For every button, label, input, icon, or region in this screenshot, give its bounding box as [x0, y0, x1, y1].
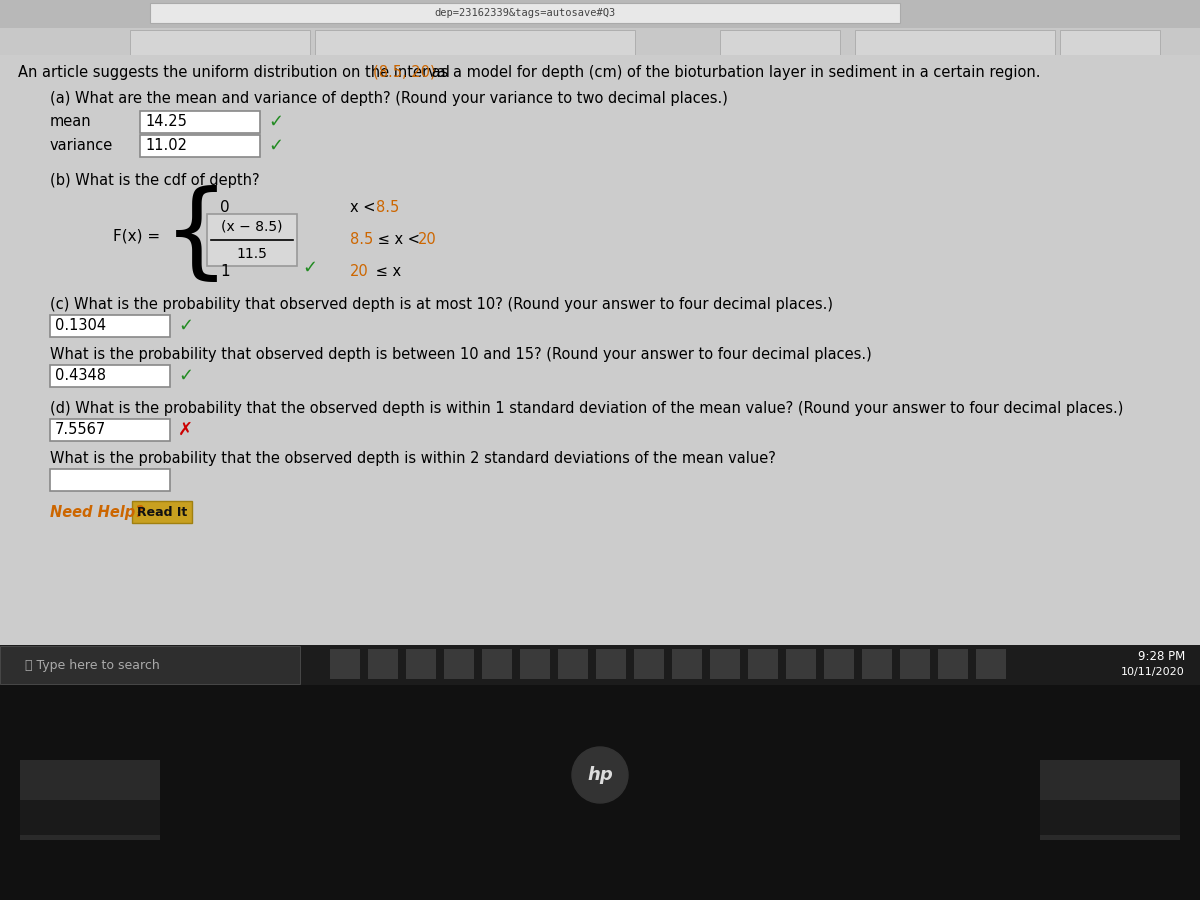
Text: mean: mean [50, 114, 91, 130]
Text: hp: hp [587, 766, 613, 784]
Bar [1040, 800, 1180, 835]
Text: F(x) =: F(x) = [113, 229, 160, 244]
Text: 14.25: 14.25 [145, 114, 187, 130]
Bar [50, 469, 170, 491]
Bar [330, 649, 360, 679]
Bar [130, 30, 310, 55]
Bar [50, 315, 170, 337]
Bar [0, 685, 1200, 900]
Text: ✓: ✓ [178, 317, 193, 335]
Text: 20: 20 [418, 232, 437, 248]
Text: 0.1304: 0.1304 [55, 319, 106, 334]
Bar [854, 30, 1055, 55]
Bar [20, 800, 160, 835]
Text: 7.5567: 7.5567 [55, 422, 107, 437]
Text: ✓: ✓ [178, 367, 193, 385]
Text: as a model for depth (cm) of the bioturbation layer in sediment in a certain reg: as a model for depth (cm) of the bioturb… [427, 65, 1040, 79]
Text: Read It: Read It [137, 506, 187, 518]
Bar [0, 55, 1200, 645]
Text: ✓: ✓ [268, 137, 283, 155]
Bar [634, 649, 664, 679]
Text: ✓: ✓ [268, 113, 283, 131]
Text: 11.5: 11.5 [236, 247, 268, 261]
Bar [482, 649, 512, 679]
Bar [748, 649, 778, 679]
Text: dep=23162339&tags=autosave#Q3: dep=23162339&tags=autosave#Q3 [434, 8, 616, 18]
Text: ✗: ✗ [178, 421, 193, 439]
Text: x <: x < [350, 201, 380, 215]
Text: 9:28 PM: 9:28 PM [1138, 651, 1186, 663]
Text: 11.02: 11.02 [145, 139, 187, 154]
Text: {: { [163, 185, 230, 287]
Text: What is the probability that observed depth is between 10 and 15? (Round your an: What is the probability that observed de… [50, 346, 871, 362]
Bar [786, 649, 816, 679]
Text: 20: 20 [350, 264, 368, 278]
Bar [0, 645, 1200, 685]
Bar [50, 365, 170, 387]
Bar [0, 0, 1200, 28]
Bar [0, 28, 1200, 55]
Bar [824, 649, 854, 679]
Bar [314, 30, 635, 55]
Bar [672, 649, 702, 679]
Bar [368, 649, 398, 679]
Bar [976, 649, 1006, 679]
Bar [558, 649, 588, 679]
Text: 10/11/2020: 10/11/2020 [1121, 667, 1186, 677]
Bar [938, 649, 968, 679]
Bar [900, 649, 930, 679]
Text: 0: 0 [220, 201, 229, 215]
Text: (d) What is the probability that the observed depth is within 1 standard deviati: (d) What is the probability that the obs… [50, 400, 1123, 416]
Text: (8.5, 20): (8.5, 20) [373, 65, 436, 79]
Bar [520, 649, 550, 679]
Bar [20, 760, 160, 840]
Bar [150, 3, 900, 23]
Text: 8.5: 8.5 [376, 201, 400, 215]
Text: 0.4348: 0.4348 [55, 368, 106, 383]
Bar [208, 214, 298, 266]
Bar [140, 111, 260, 133]
Text: (b) What is the cdf of depth?: (b) What is the cdf of depth? [50, 173, 259, 187]
Bar [132, 501, 192, 523]
Text: (c) What is the probability that observed depth is at most 10? (Round your answe: (c) What is the probability that observe… [50, 296, 833, 311]
Bar [1060, 30, 1160, 55]
Text: An article suggests the uniform distribution on the interval: An article suggests the uniform distribu… [18, 65, 455, 79]
Bar [596, 649, 626, 679]
Bar [140, 135, 260, 157]
Bar [710, 649, 740, 679]
Bar [406, 649, 436, 679]
Text: ≤ x <: ≤ x < [373, 232, 425, 248]
Text: (x − 8.5): (x − 8.5) [221, 220, 283, 234]
Text: (a) What are the mean and variance of depth? (Round your variance to two decimal: (a) What are the mean and variance of de… [50, 91, 728, 105]
Bar [0, 646, 300, 684]
Text: What is the probability that the observed depth is within 2 standard deviations : What is the probability that the observe… [50, 451, 776, 465]
Text: ✓: ✓ [302, 259, 317, 277]
Text: variance: variance [50, 139, 113, 154]
Text: ⌕ Type here to search: ⌕ Type here to search [25, 659, 160, 671]
Circle shape [572, 747, 628, 803]
Bar [720, 30, 840, 55]
Bar [1040, 760, 1180, 840]
Text: 8.5: 8.5 [350, 232, 373, 248]
Bar [50, 419, 170, 441]
Text: ≤ x: ≤ x [371, 264, 401, 278]
Bar [862, 649, 892, 679]
Text: Need Help?: Need Help? [50, 505, 144, 519]
Bar [444, 649, 474, 679]
Text: 1: 1 [220, 264, 229, 278]
